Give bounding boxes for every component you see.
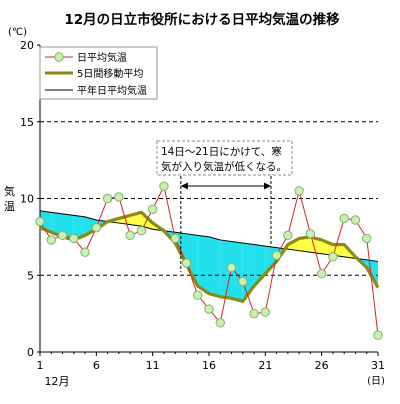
daily-point-day-31 xyxy=(373,330,383,340)
daily-point-day-1 xyxy=(35,216,45,227)
legend: 日平均気温 5日間移動平均 平年日平均気温 xyxy=(39,46,158,100)
daily-point-day-11 xyxy=(147,204,158,214)
daily-point-day-24 xyxy=(294,186,304,196)
legend-moving-label: 5日間移動平均 xyxy=(77,67,143,80)
daily-point-day-12 xyxy=(159,181,169,191)
annotation-box xyxy=(156,140,293,176)
daily-point-day-13 xyxy=(170,233,180,244)
daily-point-day-15 xyxy=(193,290,203,300)
fill-segment-day-2 xyxy=(51,212,63,237)
daily-point-day-22 xyxy=(271,250,282,260)
y-tick-label-5: 5 xyxy=(27,269,34,282)
fill-segment-day-4 xyxy=(73,215,86,240)
daily-point-day-10 xyxy=(136,226,147,236)
daily-point-day-21 xyxy=(260,307,271,317)
fill-segment-day-14 xyxy=(186,233,198,286)
daily-point-day-2 xyxy=(46,235,56,245)
fill-segment-day-16 xyxy=(209,236,221,297)
fill-segment-day-19 xyxy=(242,243,255,302)
daily-point-day-20 xyxy=(249,308,259,319)
daily-point-day-28 xyxy=(339,213,349,224)
daily-point-day-29 xyxy=(350,215,361,225)
daily-point-day-6 xyxy=(91,222,102,233)
y-unit-label: (℃) xyxy=(8,27,27,38)
annotation-line2: 気が入り気温が低くなる。 xyxy=(161,160,287,173)
fill-segment-day-5 xyxy=(85,216,97,236)
daily-point-day-23 xyxy=(283,230,293,241)
legend-daily-marker xyxy=(54,52,64,62)
daily-point-day-5 xyxy=(80,247,90,257)
y-tick-label-0: 0 xyxy=(27,346,34,359)
y-tick-label-10: 10 xyxy=(20,193,34,206)
annotation-group: 14日～21日にかけて、寒 気が入り気温が低くなる。 xyxy=(156,140,293,273)
daily-point-day-9 xyxy=(125,230,135,241)
daily-point-day-19 xyxy=(238,276,248,287)
daily-point-day-18 xyxy=(226,262,237,273)
x-tick-label-26: 26 xyxy=(315,359,329,372)
fill-segment-day-25 xyxy=(310,236,322,254)
legend-normal-label: 平年日平均気温 xyxy=(77,84,147,97)
y-tick-label-15: 15 xyxy=(20,116,34,129)
y-axis-label-char2: 温 xyxy=(4,200,15,213)
daily-point-day-7 xyxy=(102,193,113,204)
x-tick-labels: 1 6 11 16 21 26 31 xyxy=(37,359,386,372)
daily-point-day-14 xyxy=(181,258,192,268)
x-unit-label: (日) xyxy=(367,376,385,387)
legend-daily-label: 日平均気温 xyxy=(77,51,127,64)
x-tick-label-6: 6 xyxy=(93,359,100,372)
daily-point-day-30 xyxy=(362,233,372,244)
daily-point-day-17 xyxy=(215,318,225,328)
y-axis-label-char1: 気 xyxy=(4,184,15,198)
fill-segment-day-15 xyxy=(197,235,209,294)
x-tick-label-21: 21 xyxy=(258,359,272,372)
y-tick-labels: 0 5 10 15 20 xyxy=(20,39,34,359)
chart-title: 12月の日立市役所における日平均気温の推移 xyxy=(64,11,340,28)
daily-point-day-26 xyxy=(316,269,327,279)
daily-point-day-16 xyxy=(204,304,214,314)
annotation-arrowhead-left xyxy=(180,182,188,190)
daily-point-day-25 xyxy=(305,229,316,239)
marker-group xyxy=(35,181,383,340)
x-sublabel: 12月 xyxy=(45,375,70,388)
fill-segment-day-24 xyxy=(299,236,311,253)
x-tick-label-11: 11 xyxy=(146,359,160,372)
daily-point-day-8 xyxy=(114,192,124,202)
x-tick-label-16: 16 xyxy=(202,359,216,372)
x-tick-label-31: 31 xyxy=(371,359,385,372)
annotation-arrowhead-right xyxy=(263,182,271,190)
x-tick-label-1: 1 xyxy=(37,359,44,372)
y-tick-label-20: 20 xyxy=(20,39,34,52)
normal-temperature-line xyxy=(39,210,379,262)
daily-point-day-4 xyxy=(69,233,79,244)
daily-point-day-3 xyxy=(57,230,68,241)
daily-point-day-27 xyxy=(328,252,338,262)
annotation-line1: 14日～21日にかけて、寒 xyxy=(161,145,282,158)
fill-segment-day-18 xyxy=(231,241,243,302)
